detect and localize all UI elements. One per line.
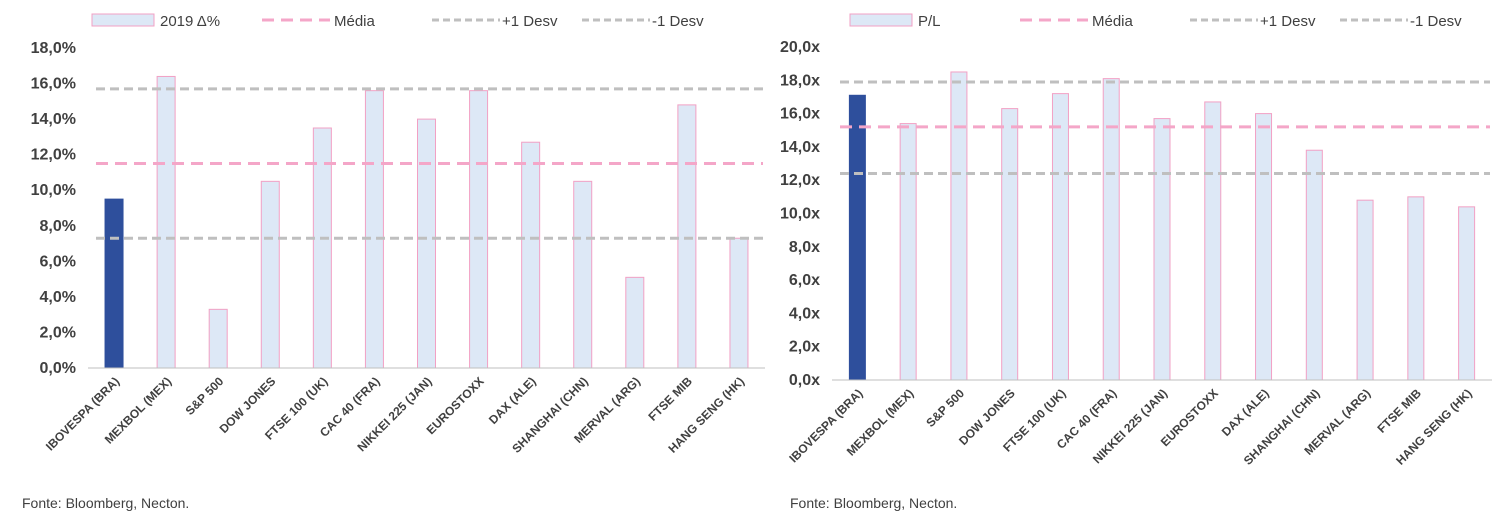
x-category-label: S&P 500	[923, 386, 967, 430]
x-category-label: S&P 500	[183, 374, 227, 418]
y-tick-label: 2,0x	[789, 339, 820, 356]
y-tick-label: 10,0%	[31, 182, 76, 199]
y-tick-label: 12,0x	[780, 172, 820, 189]
bar	[1102, 78, 1120, 381]
y-tick-label: 18,0x	[780, 72, 820, 89]
bar	[469, 90, 489, 369]
legend-bar-label: 2019 Δ%	[160, 13, 220, 30]
legend-plus1-label: +1 Desv	[502, 13, 558, 30]
y-tick-label: 4,0%	[40, 289, 76, 306]
y-tick-label: 2,0%	[40, 324, 76, 341]
legend-mean-label: Média	[334, 13, 376, 30]
y-tick-label: 8,0x	[789, 239, 820, 256]
x-category-label: DAX (ALE)	[486, 374, 539, 427]
legend-minus1-label: -1 Desv	[1410, 13, 1462, 30]
bar	[1051, 93, 1069, 381]
y-tick-label: 4,0x	[789, 305, 820, 322]
chart-2019-return: 2019 Δ% Média +1 Desv -1 Desv 0,0% 2,0% 4,0% 6,…	[31, 13, 765, 456]
bar	[1356, 199, 1374, 381]
bar	[1153, 118, 1171, 381]
y-tick-label: 6,0x	[789, 272, 820, 289]
legend-bar-swatch	[849, 13, 913, 27]
y-tick-label: 6,0%	[40, 253, 76, 270]
bar	[364, 90, 384, 369]
y-tick-label: 12,0%	[31, 147, 76, 164]
bar	[950, 71, 968, 381]
bar	[1407, 196, 1425, 381]
bar	[625, 276, 645, 369]
chart-2019-return-svg: 2019 Δ% Média +1 Desv -1 Desv 0,0% 2,0% 4,0% 6,…	[31, 13, 765, 456]
bar	[1458, 206, 1476, 381]
x-category-label: FTSE MIB	[1374, 386, 1424, 436]
bar	[573, 180, 593, 369]
bar	[1255, 113, 1273, 381]
chart-pl-ratio-svg: P/L Média +1 Desv -1 Desv 0,0x 2,0x 4,0x 6,0x 8,…	[780, 13, 1492, 468]
y-tick-label: 18,0%	[31, 40, 76, 57]
legend-plus1-label: +1 Desv	[1260, 13, 1316, 30]
bar	[1001, 108, 1019, 381]
y-tick-label: 20,0x	[780, 39, 820, 56]
y-tick-label: 0,0x	[789, 372, 820, 389]
legend: 2019 Δ% Média +1 Desv -1 Desv	[91, 13, 704, 30]
source-note-left: Fonte: Bloomberg, Necton.	[22, 495, 190, 511]
y-tick-label: 0,0%	[40, 360, 76, 377]
source-note-right: Fonte: Bloomberg, Necton.	[790, 495, 958, 511]
x-category-label: DAX (ALE)	[1219, 386, 1272, 439]
legend-bar-label: P/L	[918, 13, 941, 30]
legend-minus1-label: -1 Desv	[652, 13, 704, 30]
bar	[156, 75, 176, 369]
chart-pl-ratio: P/L Média +1 Desv -1 Desv 0,0x 2,0x 4,0x 6,0x 8,…	[780, 0, 1500, 515]
bar-highlight	[848, 94, 866, 381]
y-tick-label: 14,0%	[31, 111, 76, 128]
bar	[729, 237, 749, 369]
y-tick-label: 8,0%	[40, 218, 76, 235]
bar	[208, 308, 228, 369]
bar	[677, 104, 697, 369]
bar	[1204, 101, 1222, 381]
y-tick-label: 16,0%	[31, 76, 76, 93]
y-tick-label: 14,0x	[780, 139, 820, 156]
legend: P/L Média +1 Desv -1 Desv	[849, 13, 1462, 30]
bar	[521, 141, 541, 369]
legend-mean-label: Média	[1092, 13, 1134, 30]
bar	[260, 180, 280, 369]
y-tick-label: 16,0x	[780, 106, 820, 123]
bar	[1305, 149, 1323, 381]
bar-highlight	[104, 198, 124, 369]
legend-bar-swatch	[91, 13, 155, 27]
bar	[899, 123, 917, 381]
bar	[417, 118, 436, 369]
x-category-label: FTSE MIB	[646, 374, 696, 424]
y-tick-label: 10,0x	[780, 206, 820, 223]
